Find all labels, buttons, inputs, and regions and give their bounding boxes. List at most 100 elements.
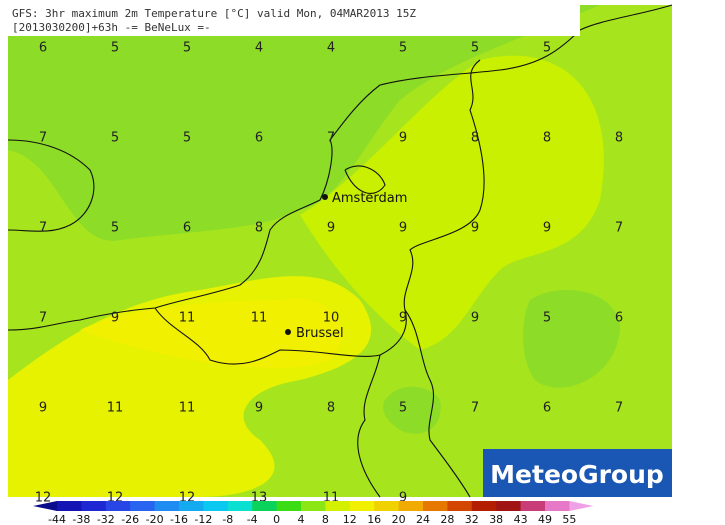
colorbar-segment xyxy=(57,501,82,511)
cool-zone xyxy=(8,5,600,241)
colorbar-label: 20 xyxy=(392,513,406,525)
grid-value: 8 xyxy=(471,131,479,146)
colorbar-segment xyxy=(398,501,424,511)
colorbar-label: -26 xyxy=(121,513,139,525)
grid-value: 7 xyxy=(471,401,479,416)
colorbar-segment xyxy=(520,501,546,511)
colorbar-segment xyxy=(81,501,107,511)
grid-value: 9 xyxy=(471,311,479,326)
colorbar-label: 4 xyxy=(298,513,305,525)
grid-value: 9 xyxy=(399,131,407,146)
colorbar-label: -20 xyxy=(146,513,164,525)
colorbar-segment xyxy=(325,501,351,511)
city-dot xyxy=(322,194,328,200)
cool-zone xyxy=(383,386,441,434)
grid-value: 8 xyxy=(327,401,335,416)
coastlines xyxy=(7,4,673,498)
colorbar-segment xyxy=(471,501,497,511)
grid-value: 12 xyxy=(35,491,52,506)
grid-value: 6 xyxy=(255,131,263,146)
colorbar-segment xyxy=(423,501,448,511)
colorbar-arrow xyxy=(569,501,594,511)
warmest-zone xyxy=(80,298,342,369)
colorbar-label: 0 xyxy=(273,513,280,525)
colorbar-segment xyxy=(203,501,229,511)
colorbar-label: -8 xyxy=(222,513,233,525)
logo: MeteoGroup xyxy=(490,460,664,489)
colorbar-arrow xyxy=(33,501,57,511)
colorbar: -44 -38 -32 -26 -20 -16 -12 -8 -4 0 4 8 12 16 20 24 28 32… xyxy=(33,501,594,525)
grid-value: 8 xyxy=(255,221,263,236)
city-dot xyxy=(285,329,291,335)
grid-value: 7 xyxy=(39,221,47,236)
grid-value: 5 xyxy=(111,221,119,236)
grid-value: 9 xyxy=(255,401,263,416)
colorbar-label: -38 xyxy=(72,513,90,525)
cool-zone xyxy=(523,290,620,388)
colorbar-label: 28 xyxy=(440,513,454,525)
grid-value: 7 xyxy=(39,131,47,146)
grid-value: 4 xyxy=(255,41,263,56)
grid-value: 10 xyxy=(323,311,340,326)
grid-value: 5 xyxy=(111,131,119,146)
grid-value: 9 xyxy=(543,221,551,236)
colorbar-segment xyxy=(252,501,278,511)
colorbar-label: 55 xyxy=(562,513,576,525)
colorbar-label: -4 xyxy=(247,513,258,525)
grid-value: 11 xyxy=(107,401,124,416)
grid-value: 5 xyxy=(111,41,119,56)
colorbar-segment xyxy=(447,501,473,511)
colorbar-segment xyxy=(227,501,253,511)
colorbar-segment xyxy=(105,501,131,511)
grid-values: 6 5 5 4 4 5 5 5 7 5 5 6 7 9 8 8 8 7 5 6 8 9 9 9 9 7 7 9 11 11 10 9 9 5 6 9 1… xyxy=(35,41,623,506)
city-label: Amsterdam xyxy=(332,191,407,206)
grid-value: 7 xyxy=(39,311,47,326)
colorbar-segment xyxy=(154,501,180,511)
colorbar-segment xyxy=(374,501,400,511)
grid-value: 9 xyxy=(39,401,47,416)
grid-value: 11 xyxy=(179,311,196,326)
grid-value: 7 xyxy=(327,131,335,146)
colorbar-label: 24 xyxy=(416,513,430,525)
colorbar-label: 16 xyxy=(367,513,381,525)
colorbar-segment xyxy=(276,501,302,511)
grid-value: 7 xyxy=(615,401,623,416)
colorbar-label: -32 xyxy=(97,513,115,525)
header-line: [2013030200]+63h -= BeNeLux =- xyxy=(12,21,211,34)
colorbar-label: 12 xyxy=(343,513,357,525)
colorbar-label: -44 xyxy=(48,513,66,525)
colorbar-label: 32 xyxy=(465,513,479,525)
grid-value: 6 xyxy=(39,41,47,56)
grid-value: 5 xyxy=(399,401,407,416)
grid-value: 9 xyxy=(399,311,407,326)
grid-value: 9 xyxy=(471,221,479,236)
colorbar-segment xyxy=(496,501,522,511)
grid-value: 9 xyxy=(111,311,119,326)
grid-value: 11 xyxy=(179,401,196,416)
colorbar-segment xyxy=(545,501,570,511)
grid-value: 7 xyxy=(615,221,623,236)
colorbar-label: -16 xyxy=(170,513,188,525)
header-line: GFS: 3hr maximum 2m Temperature [°C] val… xyxy=(12,7,416,20)
grid-value: 5 xyxy=(543,41,551,56)
grid-value: 9 xyxy=(327,221,335,236)
colorbar-segment xyxy=(349,501,375,511)
header-box xyxy=(8,5,580,36)
colorbar-segment xyxy=(130,501,156,511)
colorbar-segment xyxy=(179,501,204,511)
grid-value: 5 xyxy=(183,41,191,56)
colorbar-label: 8 xyxy=(322,513,329,525)
colorbar-label: 49 xyxy=(538,513,552,525)
grid-value: 8 xyxy=(615,131,623,146)
grid-value: 5 xyxy=(543,311,551,326)
grid-value: 5 xyxy=(471,41,479,56)
grid-value: 9 xyxy=(399,491,407,506)
grid-value: 5 xyxy=(183,131,191,146)
colorbar-segment xyxy=(301,501,326,511)
logo-box xyxy=(483,449,672,497)
grid-value: 5 xyxy=(399,41,407,56)
grid-value: 9 xyxy=(399,221,407,236)
grid-value: 8 xyxy=(543,131,551,146)
colorbar-label: 38 xyxy=(489,513,503,525)
mild-zone xyxy=(300,55,604,350)
